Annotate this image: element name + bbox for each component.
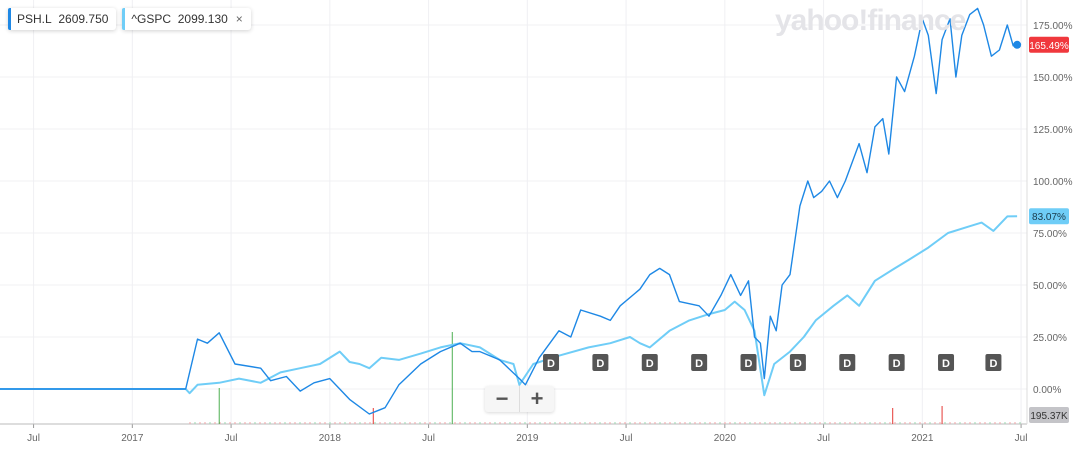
legend-value: 2609.750 [58,12,109,26]
dividend-marker[interactable]: D [592,354,609,371]
x-tick-label: 2021 [911,433,934,444]
x-tick-label: Jul [225,433,238,444]
legend-symbol: PSH.L [17,12,52,26]
zoom-controls: − + [485,386,554,412]
x-tick-label: 2019 [516,433,539,444]
y-tick-label: 175.00% [1033,21,1073,32]
dividend-marker[interactable]: D [789,354,806,371]
last-point-marker [1013,40,1022,49]
dividend-badge [888,354,905,371]
dividend-marker[interactable]: D [691,354,708,371]
dividend-label: D [989,358,997,370]
zoom-in-button[interactable]: + [519,386,554,412]
x-tick-label: Jul [620,433,633,444]
last-value-label: 83.07% [1032,212,1066,223]
dividend-marker[interactable]: D [985,354,1002,371]
dividend-badge [938,354,955,371]
legend-symbol: ^GSPC [131,12,172,26]
last-value-label: 165.49% [1029,41,1069,52]
last-value-badge [1029,36,1069,53]
y-tick-label: 0.00% [1033,385,1061,396]
x-tick-label: 2018 [319,433,342,444]
dividend-badge [691,354,708,371]
dividend-badge [985,354,1002,371]
dividend-label: D [843,358,851,370]
dividend-label: D [745,358,753,370]
dividend-badge [543,354,560,371]
y-tick-label: 75.00% [1033,229,1067,240]
y-tick-label: 125.00% [1033,125,1073,136]
x-tick-label: Jul [1015,433,1028,444]
yahoo-finance-logo: yahoo!finance [775,4,966,37]
y-tick-label: 50.00% [1033,281,1067,292]
series-line-pshl [0,7,1018,415]
y-tick-label: 150.00% [1033,73,1073,84]
dividend-marker[interactable]: D [839,354,856,371]
dividend-label: D [794,358,802,370]
volume-badge [1029,407,1069,423]
dividend-label: D [695,358,703,370]
dividend-label: D [547,358,555,370]
legend-value: 2099.130 [177,12,228,26]
x-tick-label: Jul [27,433,40,444]
dividend-marker[interactable]: D [641,354,658,371]
legend-gspc[interactable]: ^GSPC 2099.130 × [122,8,251,30]
dividend-marker[interactable]: D [938,354,955,371]
dividend-marker[interactable]: D [740,354,757,371]
legend: PSH.L 2609.750 ^GSPC 2099.130 × [8,8,251,30]
dividend-badge [740,354,757,371]
legend-psh[interactable]: PSH.L 2609.750 [8,8,117,30]
dividend-label: D [942,358,950,370]
dividend-label: D [596,358,604,370]
dividend-label: D [646,358,654,370]
series-line-gspc [0,215,1018,397]
last-value-badge [1029,208,1069,225]
dividend-badge [839,354,856,371]
y-tick-label: 100.00% [1033,177,1073,188]
x-tick-label: 2020 [714,433,737,444]
close-icon[interactable]: × [235,12,243,26]
dividend-badge [641,354,658,371]
dividend-badge [592,354,609,371]
x-tick-label: Jul [817,433,830,444]
x-tick-label: 2017 [121,433,144,444]
volume-label: 195.37K [1030,411,1068,422]
y-tick-label: 25.00% [1033,333,1067,344]
dividend-marker[interactable]: D [888,354,905,371]
x-tick-label: Jul [422,433,435,444]
dividend-marker[interactable]: D [543,354,560,371]
dividend-label: D [893,358,901,370]
zoom-out-button[interactable]: − [495,386,509,411]
dividend-badge [789,354,806,371]
